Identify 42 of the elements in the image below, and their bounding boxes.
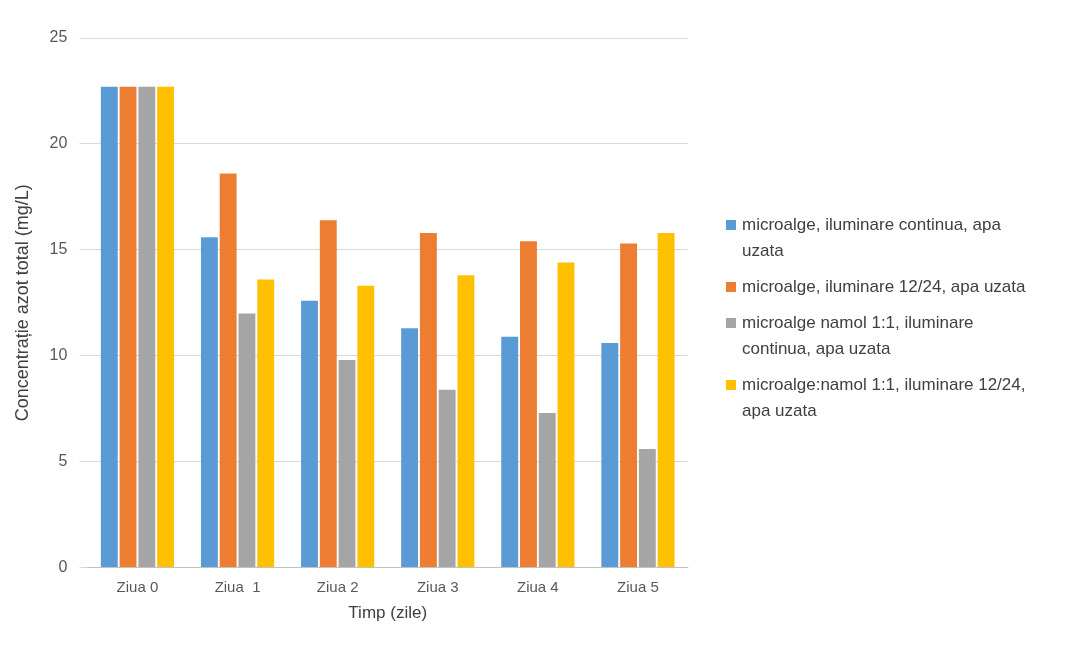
y-tick-label: 10 [49,346,68,364]
y-tick-label: 15 [49,240,68,258]
y-tick-label: 5 [58,452,68,470]
bar [338,360,356,568]
x-axis-title: Timp (zile) [348,603,428,623]
legend-label: microalge namol 1:1, iluminare continua, apa uzata [742,312,975,360]
y-tick-label: 0 [58,558,68,576]
bar [119,86,137,568]
legend-label: microalge:namol 1:1, iluminare 12/24, apa uzata [742,374,1027,422]
x-tick-label: Ziua 1 [214,577,261,595]
x-tick-label: Ziua 4 [517,577,559,595]
y-axis-title: Concentrație azot total (mg/L) [11,184,32,422]
bar [200,237,218,568]
bar [219,173,237,568]
bar [501,336,519,568]
legend-label: microalge, iluminare continua, apa uzata [742,214,1002,262]
x-tick-label: Ziua 3 [416,577,459,595]
bar [557,262,575,568]
bar [401,328,419,568]
bar [138,86,156,568]
x-tick-label: Ziua 2 [316,577,359,595]
legend-label: microalge, iluminare 12/24, apa uzata [742,276,1026,298]
bar [438,389,456,568]
bar [301,300,318,568]
y-tick-label: 20 [49,134,68,152]
bar [520,241,537,568]
bar [657,232,675,568]
bar [319,220,337,568]
bar [601,343,619,568]
bar [238,313,256,568]
x-tick-label: Ziua 5 [617,577,659,595]
x-tick-label: Ziua 0 [116,577,159,595]
bar [257,279,275,568]
y-tick-label: 25 [49,28,68,46]
bar [457,275,475,568]
bar [357,285,375,568]
bar [638,448,656,568]
bar [157,86,175,568]
bar [419,232,437,568]
bar [100,86,118,568]
bar [620,243,638,568]
bar [538,412,556,568]
